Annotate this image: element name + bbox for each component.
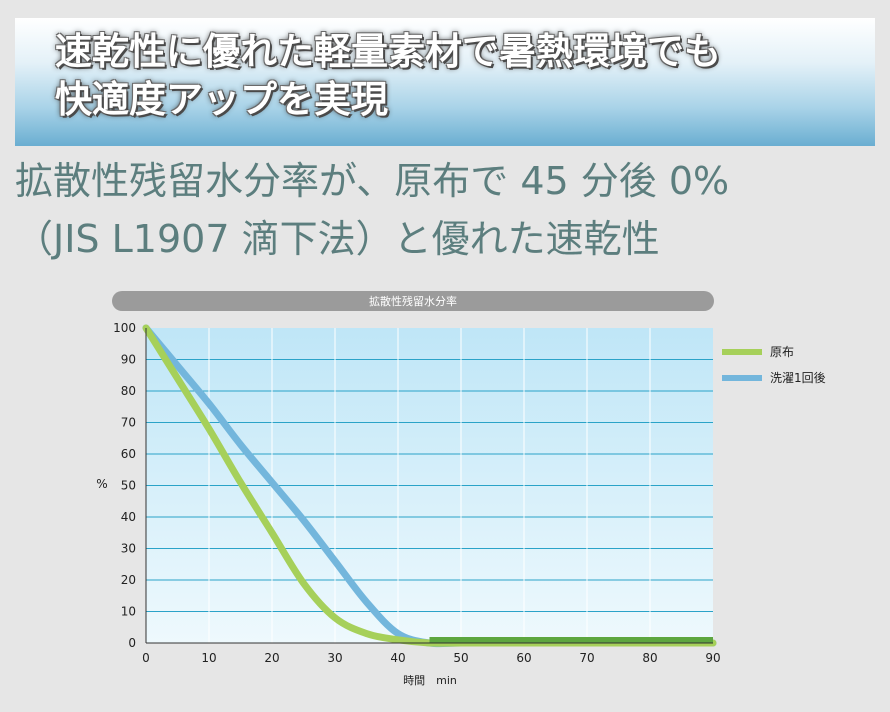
x-tick-label: 70 — [579, 651, 594, 665]
x-tick-label: 40 — [390, 651, 405, 665]
y-tick-label: 10 — [121, 605, 136, 619]
header-banner: 速乾性に優れた軽量素材で暑熱環境でも 快適度アップを実現 — [15, 18, 875, 146]
chart-title: 拡散性残留水分率 — [369, 294, 457, 308]
x-tick-label: 90 — [705, 651, 720, 665]
y-tick-label: 60 — [121, 447, 136, 461]
subtitle-text: 拡散性残留水分率が、原布で 45 分後 0% （JIS L1907 滴下法）と優… — [15, 159, 730, 261]
axis-ticks: 0 10 20 30 40 50 60 70 80 90 100 0 10 20 30 40 50 60 70 80 9… — [113, 321, 721, 665]
y-tick-label: 100 — [113, 321, 136, 335]
x-tick-label: 0 — [142, 651, 150, 665]
y-tick-label: 40 — [121, 510, 136, 524]
y-tick-label: 80 — [121, 384, 136, 398]
x-tick-label: 20 — [264, 651, 279, 665]
legend-label: 原布 — [770, 345, 794, 359]
y-tick-label: 20 — [121, 573, 136, 587]
x-tick-label: 60 — [516, 651, 531, 665]
y-tick-label: 0 — [128, 636, 136, 650]
y-tick-label: 70 — [121, 416, 136, 430]
banner-title: 速乾性に優れた軽量素材で暑熱環境でも 快適度アップを実現 — [55, 30, 721, 121]
y-tick-label: 50 — [121, 479, 136, 493]
x-tick-label: 30 — [327, 651, 342, 665]
x-tick-label: 50 — [453, 651, 468, 665]
y-tick-label: 30 — [121, 542, 136, 556]
x-tick-label: 10 — [201, 651, 216, 665]
legend-label: 洗濯1回後 — [770, 371, 826, 385]
x-axis-label: 時間 min — [403, 674, 457, 687]
x-tick-label: 80 — [642, 651, 657, 665]
y-tick-label: 90 — [121, 353, 136, 367]
chart-title-bar — [112, 291, 714, 311]
y-axis-label: % — [96, 477, 107, 491]
